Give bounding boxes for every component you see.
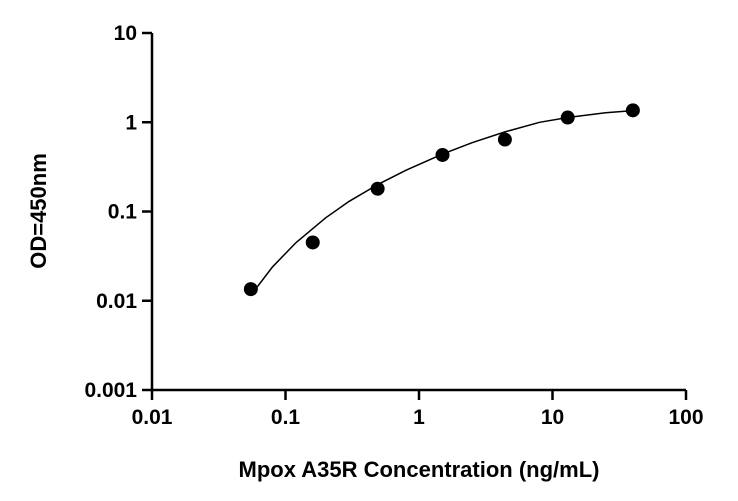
data-point (560, 110, 575, 125)
data-point (435, 147, 450, 162)
data-point (625, 103, 640, 118)
x-tick-label: 0.1 (271, 406, 301, 429)
plot-area: 0.001 0.01 0.1 1 10 0.01 0.1 1 10 100 (84, 22, 703, 429)
data-point (497, 132, 512, 147)
y-tick-label: 1 (125, 111, 137, 134)
y-axis-title: OD=450nm (26, 153, 51, 269)
x-tick-label: 100 (668, 406, 703, 429)
fit-curve (250, 109, 633, 296)
x-tick-label: 0.01 (132, 406, 173, 429)
y-tick-label: 0.01 (96, 290, 137, 313)
x-ticks: 0.01 0.1 1 10 100 (132, 390, 704, 429)
x-tick-label: 1 (413, 406, 425, 429)
y-ticks: 0.001 0.01 0.1 1 10 (84, 22, 152, 402)
data-point (370, 181, 385, 196)
x-axis-title: Mpox A35R Concentration (ng/mL) (239, 457, 600, 482)
data-point (243, 282, 258, 297)
y-tick-label: 0.001 (84, 379, 137, 402)
y-tick-label: 0.1 (108, 201, 138, 224)
x-tick-label: 10 (541, 406, 564, 429)
y-tick-label: 10 (114, 22, 137, 45)
data-point (305, 235, 320, 250)
data-points (243, 103, 640, 297)
